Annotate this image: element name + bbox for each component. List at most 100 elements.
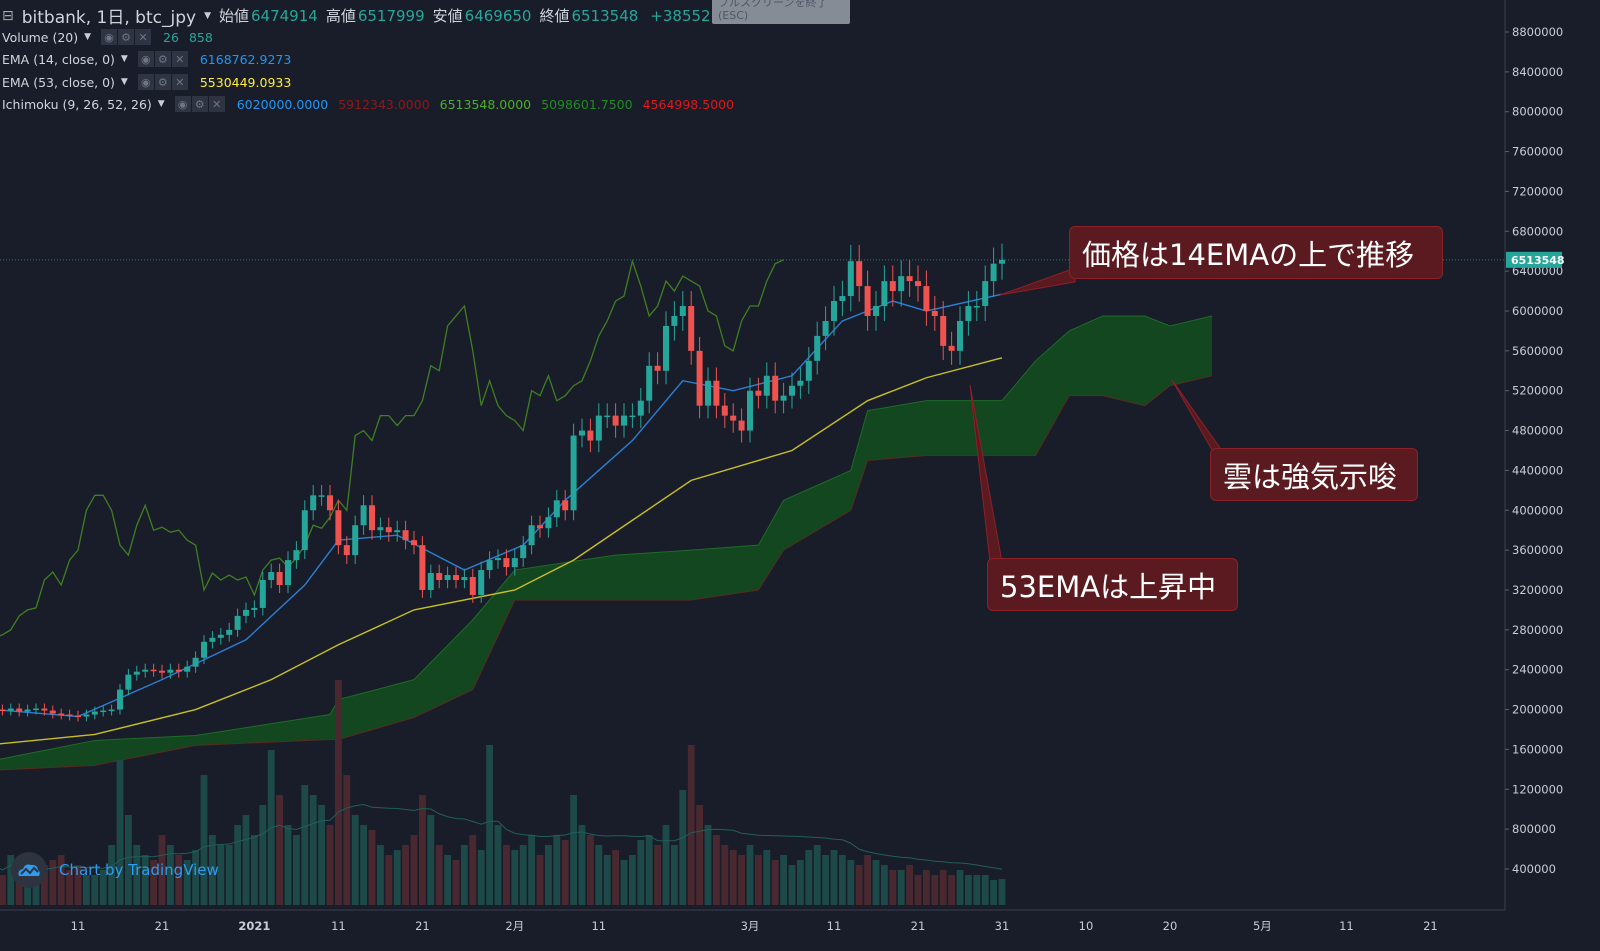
candle-body bbox=[898, 276, 905, 292]
candle-body bbox=[234, 615, 241, 630]
candle-body bbox=[217, 634, 224, 638]
chevron-down-icon[interactable]: ▼ bbox=[204, 10, 211, 21]
candle bbox=[301, 500, 308, 560]
volume-bar bbox=[377, 845, 384, 905]
candle-body bbox=[646, 365, 653, 401]
candle-body bbox=[721, 405, 728, 416]
candle-body bbox=[419, 545, 426, 590]
candle bbox=[125, 668, 132, 696]
volume-bar bbox=[545, 845, 552, 905]
candle bbox=[444, 566, 451, 589]
candle-body bbox=[327, 495, 333, 511]
volume-bar bbox=[612, 850, 619, 905]
visibility-icon[interactable]: ◉ bbox=[137, 74, 154, 90]
volume-bar bbox=[981, 875, 989, 905]
annotation-ema53[interactable]: 53EMAは上昇中 bbox=[987, 558, 1238, 611]
volume-bar bbox=[990, 880, 997, 905]
candle bbox=[167, 663, 174, 679]
candle bbox=[973, 290, 980, 322]
candle bbox=[33, 703, 39, 715]
symbol-selector[interactable]: bitbank, 1日, btc_jpy bbox=[21, 8, 197, 28]
tradingview-watermark[interactable]: Chart by TradingView bbox=[11, 852, 219, 888]
tooltip-text: フルスクリーンを終了 bbox=[718, 0, 828, 9]
gear-icon[interactable]: ⚙ bbox=[154, 51, 171, 67]
close-icon[interactable]: ✕ bbox=[135, 29, 152, 45]
candle-body bbox=[747, 390, 753, 431]
y-tick-label: 2000000 bbox=[1512, 703, 1563, 717]
chevron-down-icon[interactable]: ▼ bbox=[120, 54, 128, 64]
candle-body bbox=[276, 572, 283, 586]
x-tick-label: 21 bbox=[911, 919, 926, 933]
volume-bar bbox=[561, 840, 569, 905]
volume-bar bbox=[687, 745, 695, 905]
y-tick-label: 4000000 bbox=[1512, 503, 1563, 517]
last-price-label: 6513548 bbox=[1511, 254, 1565, 267]
volume-bar bbox=[696, 805, 703, 905]
candle bbox=[898, 260, 905, 307]
candle bbox=[41, 703, 48, 716]
indicator-name[interactable]: EMA (14, close, 0) bbox=[2, 51, 115, 67]
volume-bar bbox=[654, 845, 661, 905]
candle-body bbox=[570, 435, 577, 511]
volume-bar bbox=[477, 850, 485, 905]
volume-bar bbox=[587, 835, 594, 905]
volume-bar bbox=[141, 855, 149, 905]
volume-bar bbox=[788, 865, 796, 905]
volume-bar bbox=[973, 875, 981, 905]
annotation-ema14[interactable]: 価格は14EMAの上で推移 bbox=[1069, 226, 1443, 279]
candle bbox=[730, 403, 737, 433]
visibility-icon[interactable]: ◉ bbox=[137, 51, 154, 67]
candle-body bbox=[91, 711, 98, 715]
indicator-name[interactable]: Ichimoku (9, 26, 52, 26) bbox=[2, 96, 152, 112]
volume-ma-line bbox=[0, 803, 1003, 871]
gear-icon[interactable]: ⚙ bbox=[191, 96, 208, 112]
candle-body bbox=[66, 714, 73, 717]
volume-bar bbox=[620, 860, 628, 905]
y-tick-label: 3200000 bbox=[1512, 583, 1563, 597]
candle-body bbox=[369, 505, 375, 531]
volume-bar bbox=[469, 835, 477, 905]
volume-bar bbox=[570, 795, 577, 905]
candle bbox=[881, 265, 888, 322]
candle bbox=[587, 418, 594, 453]
close-icon[interactable]: ✕ bbox=[171, 74, 188, 90]
candle-body bbox=[268, 572, 275, 581]
volume-bar bbox=[603, 855, 611, 905]
candle bbox=[847, 244, 854, 312]
indicator-name[interactable]: EMA (53, close, 0) bbox=[2, 74, 115, 90]
candle bbox=[755, 377, 762, 409]
chevron-down-icon[interactable]: ▼ bbox=[157, 99, 165, 109]
candle-body bbox=[822, 320, 829, 336]
gear-icon[interactable]: ⚙ bbox=[154, 74, 171, 90]
volume-bar bbox=[713, 835, 720, 905]
close-icon[interactable]: ✕ bbox=[208, 96, 225, 112]
x-tick-label: 2月 bbox=[505, 919, 524, 933]
volume-bar bbox=[410, 835, 418, 905]
candle bbox=[805, 347, 812, 394]
candle-body bbox=[990, 263, 997, 282]
candle-body bbox=[579, 430, 585, 436]
candle-body bbox=[923, 286, 930, 311]
visibility-icon[interactable]: ◉ bbox=[101, 29, 118, 45]
chevron-down-icon[interactable]: ▼ bbox=[120, 77, 128, 87]
volume-bar bbox=[914, 875, 922, 905]
chevron-down-icon[interactable]: ▼ bbox=[84, 32, 92, 42]
volume-bar bbox=[351, 815, 359, 905]
candle bbox=[511, 549, 518, 576]
y-tick-label: 400000 bbox=[1512, 862, 1556, 876]
collapse-icon[interactable]: ⊟ bbox=[2, 7, 14, 24]
volume-bar bbox=[66, 870, 73, 905]
annotation-cloud[interactable]: 雲は強気示唆 bbox=[1210, 448, 1418, 501]
close-icon[interactable]: ✕ bbox=[171, 51, 188, 67]
indicator-legend: EMA (14, close, 0) ▼ ◉ ⚙ ✕ 6168762.9273 bbox=[2, 51, 295, 67]
candle-body bbox=[377, 527, 384, 531]
visibility-icon[interactable]: ◉ bbox=[174, 96, 191, 112]
gear-icon[interactable]: ⚙ bbox=[118, 29, 135, 45]
candle bbox=[537, 515, 543, 538]
candle bbox=[797, 367, 804, 399]
volume-bar bbox=[32, 875, 40, 905]
indicator-name[interactable]: Volume (20) bbox=[2, 29, 79, 45]
indicator-value: 5912343.0000 bbox=[338, 96, 430, 112]
candle bbox=[629, 403, 636, 428]
indicator-legend: Ichimoku (9, 26, 52, 26) ▼ ◉ ⚙ ✕ 6020000.000… bbox=[2, 96, 738, 112]
